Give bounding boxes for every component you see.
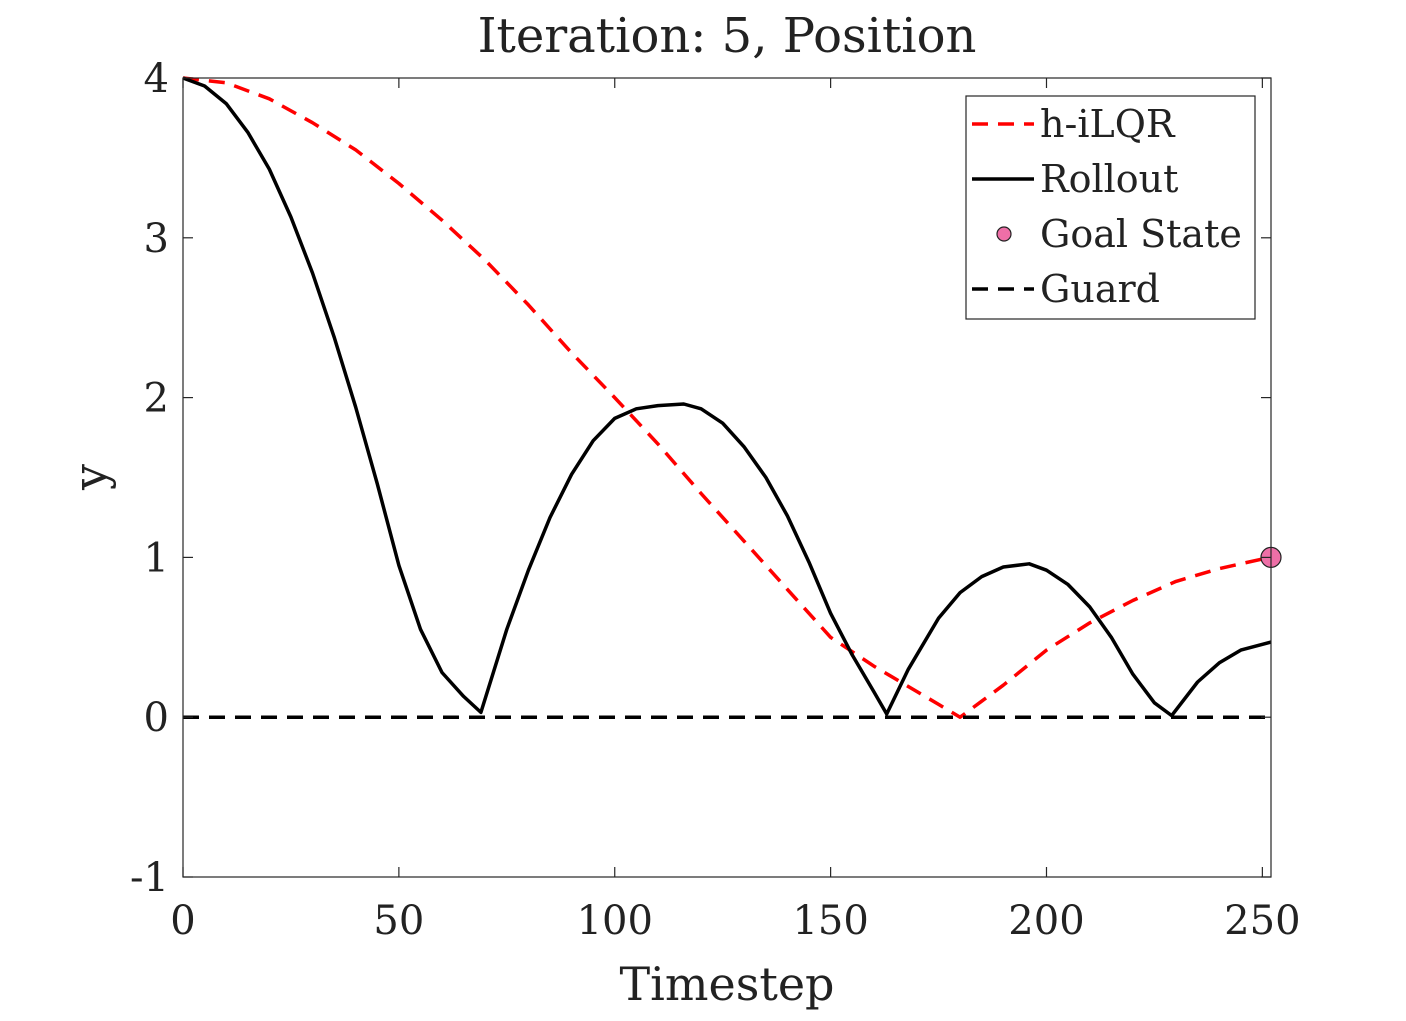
x-tick-label: 100 (577, 898, 653, 944)
x-axis-label: Timestep (620, 957, 835, 1011)
rollout-line (182, 76, 1272, 718)
y-tick-label: 1 (144, 535, 169, 581)
y-tick-labels: -1 0 1 2 3 4 (130, 56, 169, 901)
x-tick-label: 150 (792, 898, 868, 944)
y-tick-label: 0 (144, 695, 169, 741)
h-ilqr-line (182, 76, 1272, 719)
legend: h-iLQR Rollout Goal State Guard (965, 95, 1256, 320)
y-tick-label: -1 (130, 855, 169, 901)
legend-label-goal-state: Goal State (1040, 212, 1242, 256)
chart-title: Iteration: 5, Position (478, 8, 977, 64)
y-tick-label: 4 (144, 56, 169, 102)
x-tick-labels: 0 50 100 150 200 250 (170, 898, 1300, 944)
legend-label-h-ilqr: h-iLQR (1040, 102, 1176, 146)
x-tick-label: 0 (170, 898, 195, 944)
x-tick-label: 50 (373, 898, 424, 944)
legend-marker-goal-state (996, 226, 1012, 242)
x-tick-label: 200 (1008, 898, 1084, 944)
legend-label-guard: Guard (1040, 267, 1160, 311)
legend-label-rollout: Rollout (1040, 157, 1178, 201)
legend-box (965, 95, 1256, 320)
y-axis-label: y (63, 464, 117, 491)
legend-entries: h-iLQR Rollout Goal State Guard (972, 102, 1242, 311)
plot-frame (182, 77, 1272, 878)
y-tick-label: 3 (144, 216, 169, 262)
x-tick-label: 250 (1224, 898, 1300, 944)
y-tick-label: 2 (144, 376, 169, 422)
